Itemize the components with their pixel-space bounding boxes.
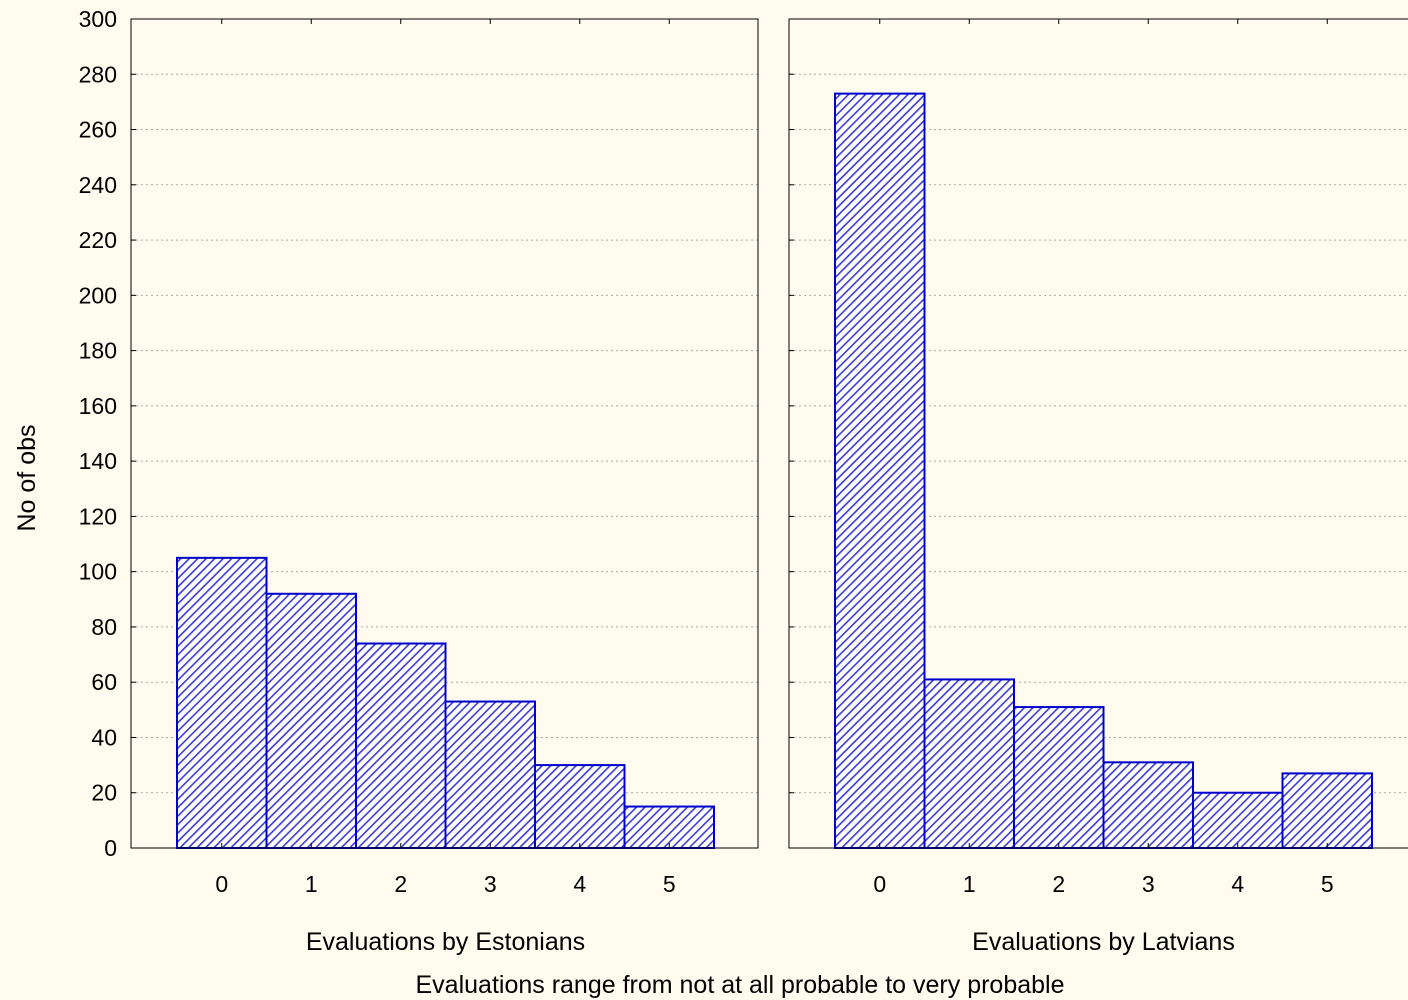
y-tick-label: 40 (91, 724, 117, 750)
y-tick-label: 100 (79, 559, 117, 585)
panel-title: Evaluations by Latvians (972, 928, 1235, 956)
bar-5 (1281, 772, 1373, 850)
bar-1 (265, 592, 357, 849)
panel-1: 0 1 2 3 4 5 Evaluations by Estonians (130, 18, 759, 956)
panel-title: Evaluations by Estonians (306, 928, 585, 956)
x-tick-label: 0 (215, 871, 228, 897)
bar-2 (355, 642, 447, 849)
x-tick-label: 4 (1231, 871, 1244, 897)
bar-3 (444, 700, 536, 849)
bar-2 (1013, 706, 1105, 849)
x-tick-label: 1 (963, 871, 976, 897)
panel-2: 0 1 2 3 4 5 Evaluations by Latvians (788, 18, 1408, 956)
y-tick-label: 260 (79, 117, 117, 143)
bar-4 (1192, 791, 1284, 850)
x-axis-title: Evaluations range from not at all probab… (416, 971, 1065, 999)
x-tick-label: 3 (484, 871, 497, 897)
y-tick-label: 20 (91, 780, 117, 806)
y-tick-label: 120 (79, 503, 117, 529)
y-tick-label: 300 (79, 6, 117, 32)
y-tick-label: 280 (79, 61, 117, 87)
bar-4 (534, 764, 626, 849)
x-tick-label: 5 (1321, 871, 1334, 897)
y-tick-label: 80 (91, 614, 117, 640)
y-tick-label: 200 (79, 282, 117, 308)
x-tick-label: 0 (873, 871, 886, 897)
bar-1 (923, 678, 1015, 849)
y-tick-label: 180 (79, 338, 117, 364)
y-tick-label: 140 (79, 448, 117, 474)
x-tick-label: 5 (663, 871, 676, 897)
y-tick-label: 220 (79, 227, 117, 253)
plot-frame (130, 18, 759, 849)
x-tick-label: 4 (573, 871, 586, 897)
y-tick-label: 0 (104, 835, 117, 861)
bar-0 (176, 556, 268, 849)
x-tick-label: 1 (305, 871, 318, 897)
y-axis-title: No of obs (13, 424, 41, 531)
bar-5 (623, 805, 715, 849)
bar-3 (1102, 761, 1194, 849)
x-tick-label: 2 (394, 871, 407, 897)
y-tick-label: 160 (79, 393, 117, 419)
x-tick-label: 3 (1142, 871, 1155, 897)
y-axis: 0 20 40 60 80 100 120 140 160 180 200 220 240 260 280 3… (79, 6, 117, 861)
x-tick-label: 2 (1052, 871, 1065, 897)
y-tick-label: 240 (79, 172, 117, 198)
panels-layer: 0 1 2 3 4 5 Evaluations by Estonians 0 1 2 3 4 5 Eval… (130, 18, 1408, 956)
plot-frame (788, 18, 1408, 849)
y-tick-label: 60 (91, 669, 117, 695)
bar-0 (834, 92, 926, 850)
